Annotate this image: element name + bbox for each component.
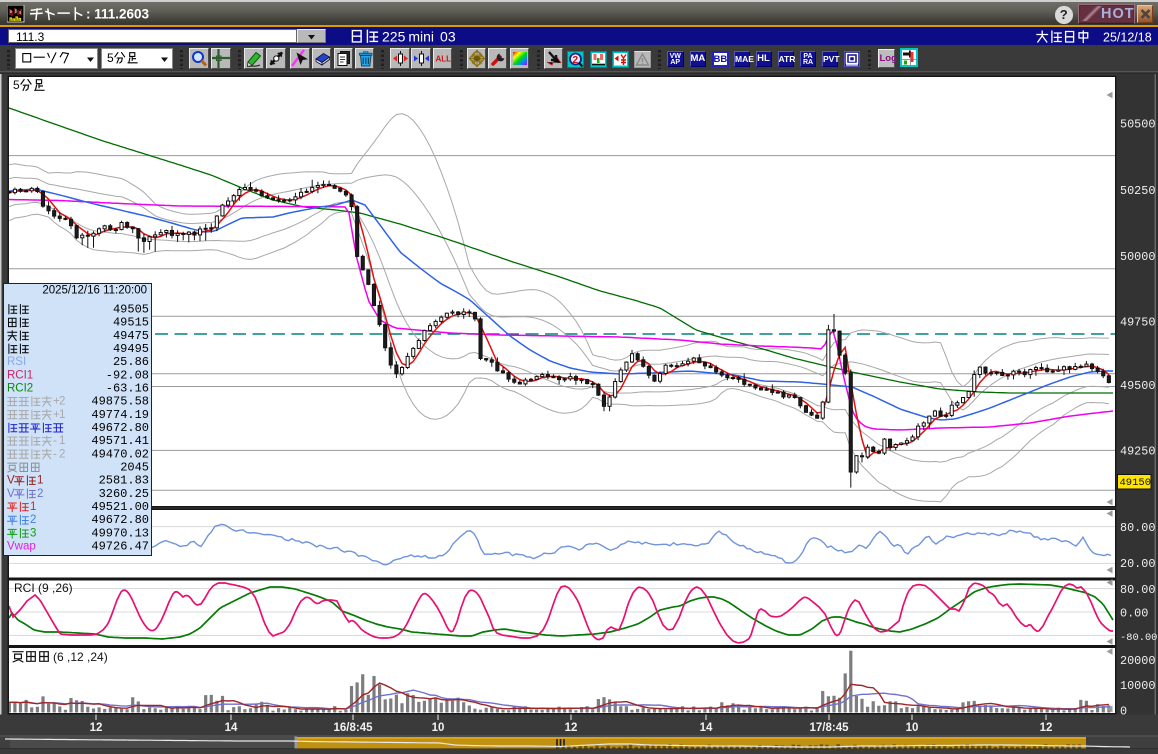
svg-text:25/12/18: 25/12/18 [1103, 30, 1152, 44]
svg-text:80.00: 80.00 [1120, 583, 1155, 597]
svg-text:1: 1 [59, 435, 65, 447]
svg-text:2: 2 [573, 55, 579, 66]
svg-text:10: 10 [906, 722, 919, 734]
svg-text:14: 14 [700, 722, 713, 734]
svg-text:20.00: 20.00 [1120, 557, 1155, 571]
svg-text:1: 1 [37, 475, 43, 487]
svg-text:50000: 50000 [1120, 250, 1155, 264]
svg-text:2: 2 [59, 448, 65, 460]
svg-text:49521.00: 49521.00 [91, 500, 149, 514]
svg-text:RCI1: RCI1 [7, 369, 33, 381]
svg-text:1: 1 [30, 501, 36, 513]
svg-text:49515: 49515 [113, 316, 149, 330]
svg-text:49250: 49250 [1120, 444, 1155, 458]
svg-text:RCI2: RCI2 [7, 383, 33, 395]
svg-text:0.00: 0.00 [1120, 607, 1148, 621]
svg-text:49475: 49475 [113, 329, 149, 343]
svg-text:2: 2 [37, 488, 43, 500]
svg-text:RSI: RSI [7, 356, 26, 368]
svg-text:12: 12 [565, 722, 578, 734]
svg-text:25.86: 25.86 [113, 355, 149, 369]
svg-text:3260.25: 3260.25 [99, 487, 149, 501]
svg-text:3: 3 [30, 527, 36, 539]
svg-text:49970.13: 49970.13 [91, 526, 149, 540]
svg-text:2: 2 [30, 514, 36, 526]
svg-text:: 111.2603: : 111.2603 [86, 7, 150, 22]
svg-text:49470.02: 49470.02 [91, 447, 149, 461]
svg-text:49571.41: 49571.41 [91, 434, 149, 448]
svg-text:49495: 49495 [113, 342, 149, 356]
svg-text:49726.47: 49726.47 [91, 540, 149, 554]
svg-text:49750: 49750 [1120, 316, 1155, 330]
svg-text:14: 14 [225, 722, 238, 734]
svg-text:2025/12/16 11:20:00: 2025/12/16 11:20:00 [42, 285, 147, 297]
svg-text:10000: 10000 [1120, 679, 1155, 693]
svg-text:+: + [53, 409, 60, 421]
svg-text:V: V [7, 475, 15, 487]
svg-text:0: 0 [1120, 705, 1127, 719]
svg-text:-: - [53, 448, 57, 460]
svg-text:20000: 20000 [1120, 654, 1155, 668]
svg-text:12: 12 [1040, 722, 1053, 734]
svg-text:2: 2 [59, 396, 65, 408]
svg-text:V: V [7, 488, 15, 500]
svg-text:80.00: 80.00 [1120, 521, 1155, 535]
svg-text:1: 1 [59, 409, 65, 421]
svg-text:50250: 50250 [1120, 184, 1155, 198]
svg-text:10: 10 [432, 722, 445, 734]
svg-text:49150: 49150 [1120, 477, 1152, 489]
svg-text:-63.16: -63.16 [106, 382, 149, 396]
svg-text:2045: 2045 [120, 461, 149, 475]
svg-text:-92.08: -92.08 [106, 368, 149, 382]
svg-text:(6 ,12 ,24): (6 ,12 ,24) [53, 650, 108, 664]
svg-text:12: 12 [90, 722, 103, 734]
svg-text:-: - [53, 435, 57, 447]
svg-text:49500: 49500 [1120, 379, 1155, 393]
svg-text:-80.00: -80.00 [1120, 632, 1157, 644]
svg-text:16/8:45: 16/8:45 [333, 722, 373, 734]
svg-text:49505: 49505 [113, 303, 149, 317]
svg-text:17/8:45: 17/8:45 [809, 722, 849, 734]
svg-text:ALL: ALL [435, 54, 451, 63]
svg-text:49672.80: 49672.80 [91, 421, 149, 435]
svg-text:49774.19: 49774.19 [91, 408, 149, 422]
svg-text:+: + [53, 396, 60, 408]
svg-text:Vwap: Vwap [7, 541, 36, 553]
svg-text:49672.80: 49672.80 [91, 513, 149, 527]
svg-text:2581.83: 2581.83 [99, 474, 149, 488]
svg-text:49875.58: 49875.58 [91, 395, 149, 409]
svg-text:50500: 50500 [1120, 118, 1155, 132]
